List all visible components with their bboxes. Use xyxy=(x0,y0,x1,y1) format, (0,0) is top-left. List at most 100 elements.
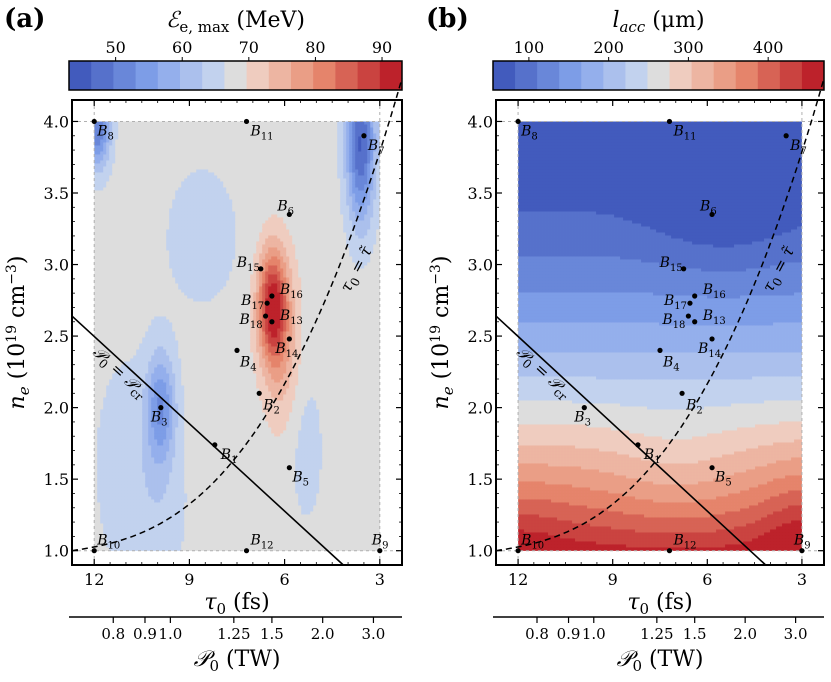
heatmap-cell xyxy=(94,490,97,493)
heatmap-cell xyxy=(181,280,184,283)
heatmap-cell xyxy=(127,214,130,217)
heatmap-cell xyxy=(103,511,106,514)
heatmap-cell xyxy=(181,451,184,454)
heatmap-cell xyxy=(139,436,142,439)
heatmap-cell xyxy=(130,268,133,271)
heatmap-cell xyxy=(94,478,97,481)
heatmap-cell xyxy=(133,499,136,502)
heatmap-cell xyxy=(112,343,115,346)
heatmap-cell xyxy=(145,451,148,454)
heatmap-cell xyxy=(163,358,166,361)
heatmap-cell xyxy=(103,403,106,406)
heatmap-cell xyxy=(193,133,196,136)
heatmap-cell xyxy=(124,241,127,244)
heatmap-cell xyxy=(154,469,157,472)
heatmap-cell xyxy=(109,316,112,319)
heatmap-cell xyxy=(139,364,142,367)
heatmap-cell xyxy=(94,379,97,382)
heatmap-cell xyxy=(169,349,172,352)
heatmap-cell xyxy=(127,319,130,322)
heatmap-cell xyxy=(175,277,178,280)
heatmap-cell xyxy=(178,223,181,226)
heatmap-cell xyxy=(163,202,166,205)
heatmap-cell xyxy=(133,466,136,469)
heatmap-cell xyxy=(121,169,124,172)
heatmap-cell xyxy=(190,343,193,346)
heatmap-cell xyxy=(103,256,106,259)
heatmap-cell xyxy=(142,340,145,343)
heatmap-cell xyxy=(163,253,166,256)
heatmap-cell xyxy=(130,262,133,265)
heatmap-cell xyxy=(190,490,193,493)
heatmap-cell xyxy=(166,304,169,307)
heatmap-cell xyxy=(172,448,175,451)
heatmap-cell xyxy=(121,184,124,187)
heatmap-cell xyxy=(100,274,103,277)
heatmap-cell xyxy=(172,388,175,391)
heatmap-cell xyxy=(145,532,148,535)
heatmap-cell xyxy=(133,364,136,367)
heatmap-cell xyxy=(124,196,127,199)
heatmap-cell xyxy=(175,142,178,145)
heatmap-cell xyxy=(133,475,136,478)
heatmap-cell xyxy=(103,469,106,472)
heatmap-cell xyxy=(151,460,154,463)
heatmap-cell xyxy=(106,223,109,226)
heatmap-cell xyxy=(100,457,103,460)
colorbar-level xyxy=(269,61,292,90)
heatmap-cell xyxy=(103,415,106,418)
heatmap-cell xyxy=(190,154,193,157)
heatmap-cell xyxy=(175,349,178,352)
heatmap-cell xyxy=(130,241,133,244)
heatmap-cell xyxy=(145,538,148,541)
heatmap-cell xyxy=(148,334,151,337)
heatmap-cell xyxy=(94,526,97,529)
heatmap-cell xyxy=(130,493,133,496)
heatmap-cell xyxy=(157,325,160,328)
heatmap-cell xyxy=(169,469,172,472)
heatmap-cell xyxy=(121,523,124,526)
heatmap-cell xyxy=(139,439,142,442)
heatmap-cell xyxy=(190,208,193,211)
heatmap-cell xyxy=(130,301,133,304)
heatmap-cell xyxy=(142,133,145,136)
heatmap-cell xyxy=(127,460,130,463)
heatmap-cell xyxy=(196,202,199,205)
heatmap-cell xyxy=(100,181,103,184)
heatmap-cell xyxy=(142,226,145,229)
heatmap-cell xyxy=(175,475,178,478)
heatmap-cell xyxy=(127,442,130,445)
heatmap-cell xyxy=(97,223,100,226)
heatmap-cell xyxy=(181,361,184,364)
heatmap-cell xyxy=(157,496,160,499)
heatmap-cell xyxy=(112,460,115,463)
heatmap-cell xyxy=(178,484,181,487)
heatmap-cell xyxy=(193,541,196,544)
heatmap-cell xyxy=(169,433,172,436)
heatmap-cell xyxy=(193,301,196,304)
heatmap-cell xyxy=(151,205,154,208)
heatmap-cell xyxy=(196,277,199,280)
heatmap-cell xyxy=(121,412,124,415)
heatmap-cell xyxy=(142,166,145,169)
heatmap-cell xyxy=(184,217,187,220)
heatmap-cell xyxy=(154,433,157,436)
heatmap-cell xyxy=(103,502,106,505)
heatmap-cell xyxy=(151,499,154,502)
heatmap-cell xyxy=(133,451,136,454)
heatmap-cell xyxy=(163,265,166,268)
heatmap-cell xyxy=(145,415,148,418)
heatmap-cell xyxy=(184,193,187,196)
heatmap-cell xyxy=(190,508,193,511)
heatmap-cell xyxy=(190,238,193,241)
heatmap-cell xyxy=(148,250,151,253)
heatmap-cell xyxy=(184,136,187,139)
heatmap-cell xyxy=(160,268,163,271)
heatmap-cell xyxy=(130,271,133,274)
heatmap-cell xyxy=(169,451,172,454)
heatmap-cell xyxy=(100,217,103,220)
heatmap-cell xyxy=(163,142,166,145)
heatmap-cell xyxy=(187,544,190,547)
heatmap-cell xyxy=(169,511,172,514)
heatmap-cell xyxy=(148,310,151,313)
